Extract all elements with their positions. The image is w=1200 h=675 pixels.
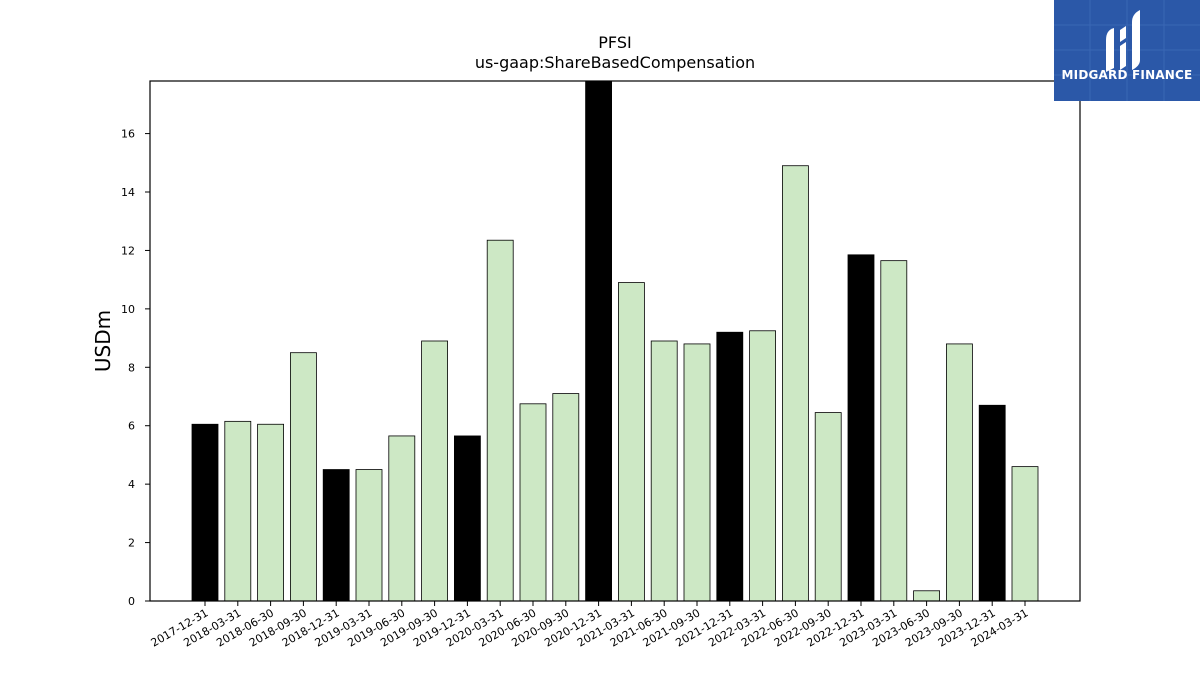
- bar-2020-09-30: [552, 393, 580, 602]
- plot-frame: [149, 80, 1081, 602]
- y-tick-label: 14: [121, 186, 135, 199]
- bar-2023-03-31: [880, 260, 908, 602]
- bar-2019-03-31: [355, 469, 383, 602]
- bar-2019-09-30: [421, 340, 449, 602]
- bar-2023-12-31: [978, 404, 1006, 602]
- y-tick-label: 0: [128, 595, 135, 608]
- bar-2018-06-30: [257, 423, 285, 602]
- y-tick-label: 10: [121, 303, 135, 316]
- bar-2022-06-30: [782, 165, 809, 602]
- bar-2019-06-30: [388, 435, 416, 602]
- bar-2022-12-31: [847, 254, 875, 602]
- bar-2018-09-30: [289, 352, 317, 602]
- bar-2020-12-31: [585, 80, 612, 602]
- logo-text: MIDGARD FINANCE: [1061, 68, 1193, 82]
- bar-2022-03-31: [749, 330, 776, 602]
- y-tick-label: 4: [128, 478, 135, 491]
- bar-2023-09-30: [946, 343, 973, 602]
- chart-title: PFSI: [598, 33, 632, 52]
- bar-2021-12-31: [716, 331, 744, 602]
- y-tick-label: 8: [128, 361, 135, 374]
- bar-2017-12-31: [191, 423, 219, 602]
- bar-2021-06-30: [650, 340, 678, 602]
- y-tick-label: 6: [128, 420, 135, 433]
- y-axis-label: USDm: [91, 310, 115, 372]
- logo-mark-icon: [1054, 0, 1200, 101]
- bar-2021-09-30: [683, 343, 711, 602]
- chart-subtitle: us-gaap:ShareBasedCompensation: [474, 53, 756, 72]
- bar-2021-03-31: [618, 282, 645, 602]
- y-tick-label: 12: [121, 244, 135, 257]
- bar-2018-12-31: [322, 469, 350, 602]
- y-tick-label: 16: [121, 128, 135, 141]
- midgard-finance-logo: MIDGARD FINANCE: [1054, 0, 1200, 101]
- bar-2023-06-30: [913, 590, 940, 602]
- bar-2020-03-31: [486, 239, 514, 602]
- bar-2020-06-30: [519, 403, 547, 602]
- bar-2019-12-31: [453, 435, 481, 602]
- bar-2018-03-31: [224, 420, 252, 602]
- bar-2024-03-31: [1011, 466, 1039, 602]
- y-tick-label: 2: [128, 537, 135, 550]
- bar-2022-09-30: [814, 412, 842, 602]
